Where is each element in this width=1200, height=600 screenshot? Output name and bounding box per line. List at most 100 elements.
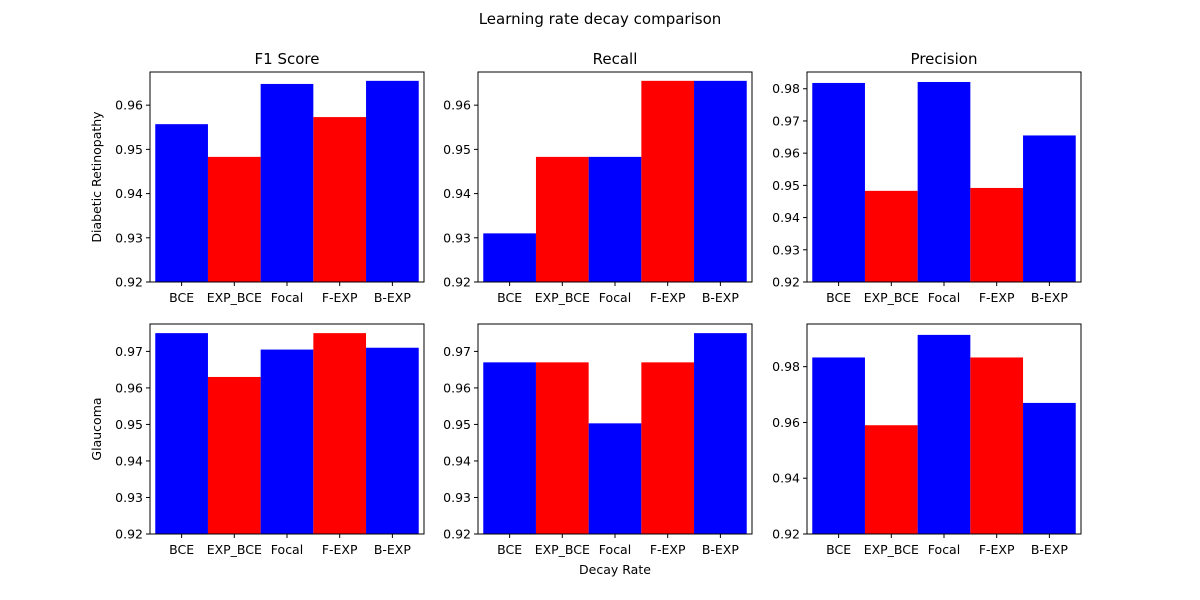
x-tick-label: BCE — [826, 290, 851, 305]
x-tick-label: EXP_BCE — [864, 290, 919, 305]
x-tick-label: F-EXP — [650, 542, 686, 557]
x-tick-label: F-EXP — [979, 290, 1015, 305]
y-tick-label: 0.92 — [772, 527, 800, 542]
y-tick-label: 0.94 — [772, 210, 800, 225]
x-tick-label: B-EXP — [702, 542, 740, 557]
x-tick-label: B-EXP — [1031, 290, 1069, 305]
x-tick-label: Focal — [271, 542, 303, 557]
y-tick-label: 0.93 — [772, 242, 800, 257]
y-tick-label: 0.95 — [443, 417, 471, 432]
x-tick-label: Focal — [599, 290, 631, 305]
bar-bce — [812, 82, 865, 282]
x-tick-label: BCE — [169, 542, 194, 557]
bar-exp-bce — [864, 190, 918, 282]
y-tick-label: 0.94 — [443, 453, 471, 468]
x-tick-label: Focal — [928, 542, 960, 557]
y-tick-label: 0.92 — [115, 527, 143, 542]
x-tick-label: B-EXP — [1031, 542, 1069, 557]
x-tick-label: BCE — [497, 290, 522, 305]
y-tick-label: 0.96 — [115, 380, 143, 395]
bar-f-exp — [313, 333, 367, 534]
y-tick-label: 0.92 — [443, 275, 471, 290]
y-tick-label: 0.92 — [772, 275, 800, 290]
bar-b-exp — [694, 333, 747, 534]
subplot-3: 0.92 0.93 0.94 0.95 0.96 0.97 0.98 BCE EXP_BCE Fo… — [772, 50, 1082, 305]
bar-exp-bce — [207, 156, 261, 282]
y-tick-label: 0.94 — [115, 453, 143, 468]
y-tick-label: 0.98 — [772, 359, 800, 374]
y-tick-label: 0.92 — [115, 275, 143, 290]
x-tick-label: Focal — [599, 542, 631, 557]
bar-b-exp — [1023, 402, 1076, 534]
subplot-5: 0.92 0.93 0.94 0.95 0.96 0.97 BCE EXP_BCE Focal F… — [443, 323, 753, 577]
bar-focal — [260, 83, 314, 282]
x-tick-label: BCE — [497, 542, 522, 557]
x-tick-label: B-EXP — [702, 290, 740, 305]
x-tick-label: BCE — [169, 290, 194, 305]
bar-exp-bce — [535, 156, 589, 282]
y-tick-label: 0.96 — [772, 415, 800, 430]
bar-exp-bce — [535, 362, 589, 534]
bar-bce — [812, 357, 865, 534]
bar-bce — [483, 362, 536, 534]
bar-exp-bce — [207, 376, 261, 534]
bar-f-exp — [970, 357, 1024, 534]
bar-f-exp — [641, 362, 695, 534]
subplot-2: 0.92 0.93 0.94 0.95 0.96 BCE EXP_BCE Focal F-EXP… — [443, 50, 753, 305]
subplot-6: 0.92 0.94 0.96 0.98 BCE EXP_BCE Focal F-EXP B-EX… — [772, 323, 1082, 557]
y-tick-label: 0.96 — [772, 146, 800, 161]
x-tick-label: Focal — [928, 290, 960, 305]
y-tick-label: 0.94 — [443, 186, 471, 201]
y-tick-label: 0.97 — [443, 344, 471, 359]
subplot-4: 0.92 0.93 0.94 0.95 0.96 0.97 BCE EXP_BCE Focal F… — [89, 323, 425, 557]
x-tick-label: EXP_BCE — [207, 290, 262, 305]
y-tick-label: 0.95 — [115, 417, 143, 432]
bar-b-exp — [694, 80, 747, 282]
bar-f-exp — [641, 80, 695, 282]
x-tick-label: B-EXP — [374, 290, 412, 305]
y-tick-label: 0.93 — [115, 230, 143, 245]
figure-title: Learning rate decay comparison — [479, 10, 722, 28]
bar-b-exp — [366, 347, 419, 534]
subplot-title: Recall — [593, 50, 638, 68]
x-tick-label: F-EXP — [322, 542, 358, 557]
y-axis-label: Glaucoma — [89, 397, 104, 460]
bar-focal — [917, 334, 971, 534]
y-tick-label: 0.98 — [772, 81, 800, 96]
bar-b-exp — [366, 80, 419, 282]
x-tick-label: F-EXP — [979, 542, 1015, 557]
y-tick-label: 0.95 — [115, 142, 143, 157]
x-tick-label: EXP_BCE — [535, 290, 590, 305]
y-tick-label: 0.94 — [115, 186, 143, 201]
x-tick-label: EXP_BCE — [207, 542, 262, 557]
y-tick-label: 0.97 — [772, 113, 800, 128]
bar-bce — [155, 333, 208, 534]
x-tick-label: F-EXP — [322, 290, 358, 305]
y-tick-label: 0.93 — [443, 230, 471, 245]
y-tick-label: 0.92 — [443, 527, 471, 542]
x-tick-label: EXP_BCE — [535, 542, 590, 557]
subplot-title: Precision — [911, 50, 978, 68]
subplot-1: 0.92 0.93 0.94 0.95 0.96 BCE EXP_BCE Focal F-EXP… — [89, 50, 425, 305]
x-tick-label: BCE — [826, 542, 851, 557]
y-tick-label: 0.96 — [443, 380, 471, 395]
bar-bce — [155, 124, 208, 282]
x-axis-label: Decay Rate — [579, 562, 651, 577]
y-tick-label: 0.96 — [115, 98, 143, 113]
x-tick-label: Focal — [271, 290, 303, 305]
x-tick-label: F-EXP — [650, 290, 686, 305]
y-tick-label: 0.96 — [443, 98, 471, 113]
x-tick-label: B-EXP — [374, 542, 412, 557]
bar-f-exp — [313, 117, 367, 282]
subplot-title: F1 Score — [255, 50, 320, 68]
bar-focal — [260, 349, 314, 534]
bar-focal — [588, 156, 642, 282]
bar-bce — [483, 233, 536, 282]
y-tick-label: 0.95 — [772, 178, 800, 193]
y-tick-label: 0.93 — [443, 490, 471, 505]
bar-focal — [917, 81, 971, 282]
y-tick-label: 0.93 — [115, 490, 143, 505]
y-axis-label: Diabetic Retinopathy — [89, 111, 104, 243]
bar-b-exp — [1023, 135, 1076, 282]
